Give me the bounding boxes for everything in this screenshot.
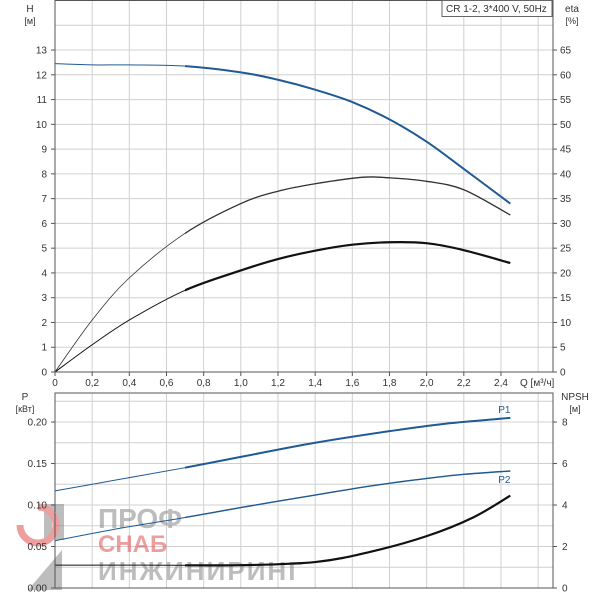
npsh-tick-label: 8: [562, 418, 568, 429]
logo-mark-part-icon: [28, 550, 62, 590]
watermark-logo: ПРОФ СНАБ ИНЖИНИРИНГ: [16, 503, 303, 590]
x-tick-label: 0,2: [85, 378, 99, 389]
h-tick-label: 3: [41, 293, 47, 304]
top-plot-grid: [55, 0, 553, 372]
p2-curve-duty-range: [185, 470, 511, 519]
p-tick-label: 0.10: [28, 501, 48, 512]
eta-tick-label: 65: [560, 46, 572, 57]
p-tick-label: 0.15: [28, 459, 48, 470]
x-tick-label: 1,2: [271, 378, 285, 389]
h-tick-label: 8: [41, 169, 47, 180]
watermark-line3: ИНЖИНИРИНГ: [98, 556, 303, 586]
eta-tick-label: 0: [560, 368, 566, 379]
npsh-curve-duty-range: [185, 494, 511, 567]
eta-tick-label: 45: [560, 145, 572, 156]
logo-gear-icon: [16, 503, 60, 547]
x-tick-label: 0,8: [197, 378, 211, 389]
watermark-line2: СНАБ: [98, 531, 167, 558]
eta-curve-duty-range: [185, 176, 511, 235]
logo-mark-icon: [22, 504, 64, 540]
p2-curve-label: P2: [498, 475, 511, 486]
h-tick-label: 5: [41, 244, 47, 255]
eta-tick-label: 25: [560, 244, 572, 255]
legend-box: [441, 0, 553, 17]
x-tick-label: 0,4: [122, 378, 136, 389]
eta-axis-title: eta: [565, 4, 579, 15]
npsh-tick-label: 4: [562, 501, 568, 512]
eta-curve: [54, 176, 511, 373]
h-tick-label: 1: [41, 343, 47, 354]
p-axis-unit: [кВт]: [16, 404, 35, 414]
curves: [54, 63, 511, 567]
x-tick-label: 1,0: [234, 378, 248, 389]
p-tick-label: 0.05: [28, 542, 48, 553]
h-tick-label: 12: [36, 70, 48, 81]
h-axis-unit: [м]: [24, 16, 35, 26]
h-tick-label: 10: [36, 120, 48, 131]
watermark-line1: ПРОФ: [98, 503, 182, 534]
h-tick-label: 7: [41, 194, 47, 205]
npsh-axis-unit: [м]: [569, 404, 580, 414]
q-axis-title: Q [м³/ч]: [520, 378, 555, 389]
h-tick-label: 11: [37, 95, 48, 106]
eta-tick-label: 35: [560, 194, 572, 205]
x-tick-label: 0,6: [160, 378, 174, 389]
h-tick-label: 0: [41, 368, 47, 379]
p-tick-label: 0.20: [28, 418, 48, 429]
eta-tick-label: 10: [560, 318, 572, 329]
x-tick-label: 1,8: [383, 378, 397, 389]
h-curve-duty-range: [185, 65, 511, 205]
p-axis-title: P: [22, 392, 29, 403]
h-axis-title: H: [26, 4, 33, 15]
h-tick-label: 13: [36, 46, 48, 57]
eta-total-curve: [54, 241, 511, 373]
eta-tick-label: 30: [560, 219, 572, 230]
h-tick-label: 6: [41, 219, 47, 230]
x-tick-label: 2,0: [420, 378, 434, 389]
npsh-tick-label: 6: [562, 459, 568, 470]
npsh-tick-label: 2: [562, 542, 568, 553]
x-tick-label: 1,4: [308, 378, 322, 389]
eta-tick-label: 15: [560, 293, 572, 304]
eta-tick-label: 50: [560, 120, 572, 131]
p-tick-label: 0.00: [28, 584, 48, 595]
npsh-axis-title: NPSH: [561, 392, 589, 403]
x-tick-label: 2,4: [494, 378, 508, 389]
eta-tick-label: 20: [560, 268, 572, 279]
eta-tick-label: 40: [560, 169, 572, 180]
chart-title: CR 1-2, 3*400 V, 50Hz: [446, 4, 547, 15]
h-tick-label: 9: [41, 145, 47, 156]
x-tick-label: 1,6: [345, 378, 359, 389]
p1-curve: [54, 417, 511, 492]
eta-tick-label: 55: [560, 95, 572, 106]
p1-curve-duty-range: [185, 416, 511, 469]
axis-labels: 0 0,2 0,4 0,6 0,8 1,0 1,2 1,4 1,6 1,8 2,0 2,2 2,4012…: [28, 46, 572, 595]
eta-tick-label: 60: [560, 70, 572, 81]
x-tick-label: 2,2: [457, 378, 471, 389]
p1-curve-label: P1: [498, 405, 511, 416]
h-curve: [54, 63, 511, 204]
x-tick-label: 0: [52, 378, 58, 389]
npsh-tick-label: 0: [562, 584, 568, 595]
eta-tick-label: 5: [560, 343, 566, 354]
eta-axis-unit: [%]: [565, 16, 578, 26]
bottom-plot-frame: [54, 392, 554, 589]
top-plot-frame: [54, 0, 554, 373]
h-tick-label: 4: [41, 268, 47, 279]
bottom-plot-grid: [55, 393, 553, 588]
eta-total-curve-duty-range: [185, 240, 511, 292]
h-tick-label: 2: [41, 318, 47, 329]
